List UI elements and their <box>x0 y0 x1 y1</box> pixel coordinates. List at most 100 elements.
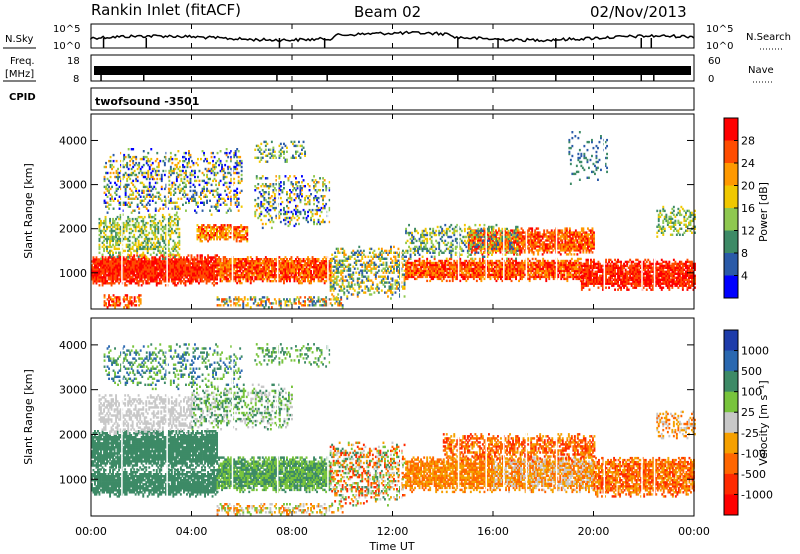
scatter-cell <box>178 218 180 220</box>
scatter-cell <box>178 248 180 250</box>
scatter-cell <box>342 276 344 278</box>
scatter-cell <box>373 250 375 252</box>
scatter-cell <box>102 254 104 256</box>
scatter-cell <box>132 218 134 220</box>
scatter-cell <box>592 227 594 229</box>
scatter-cell <box>419 258 421 260</box>
scatter-cell <box>446 280 448 282</box>
scatter-cell <box>162 236 164 238</box>
scatter-cell <box>343 291 345 293</box>
scatter-cell <box>434 258 436 260</box>
scatter-cell <box>566 227 568 229</box>
scatter-cell <box>163 216 165 218</box>
scatter-cell <box>345 276 347 278</box>
scatter-cell <box>404 260 406 262</box>
scatter-cell <box>367 276 369 278</box>
scatter-cell <box>386 258 388 260</box>
nave-tick-top: 60 <box>708 56 721 67</box>
freq-label-line2: [MHz] <box>5 69 34 80</box>
scatter-cell <box>355 272 357 274</box>
scatter-cell <box>533 251 535 253</box>
scatter-cell <box>178 232 180 234</box>
scatter-cell <box>367 256 369 258</box>
scatter-cell <box>352 278 354 280</box>
scatter-cell <box>147 222 149 224</box>
scatter-cell <box>216 254 218 256</box>
scatter-cell <box>345 254 347 256</box>
scatter-cell <box>343 285 345 287</box>
scatter-cell <box>174 256 176 258</box>
freq-band <box>94 66 691 75</box>
scatter-cell <box>145 226 147 228</box>
scatter-cell <box>162 258 164 260</box>
scatter-cell <box>141 236 143 238</box>
scatter-cell <box>129 240 131 242</box>
scatter-cell <box>157 226 159 228</box>
scatter-cell <box>201 254 203 256</box>
scatter-cell <box>197 254 199 256</box>
scatter-cell <box>145 230 147 232</box>
nsearch-tick-bottom: 10^0 <box>706 41 733 52</box>
scatter-cell <box>112 252 114 254</box>
scatter-cell <box>129 236 131 238</box>
scatter-cell <box>188 254 190 256</box>
scatter-cell <box>346 295 348 297</box>
scatter-cell <box>178 240 180 242</box>
scatter-cell <box>381 248 383 250</box>
scatter-cell <box>580 262 582 264</box>
scatter-cell <box>363 281 365 283</box>
scatter-cell <box>331 254 333 256</box>
scatter-cell <box>154 214 156 216</box>
scatter-cell <box>358 278 360 280</box>
scatter-cell <box>404 295 406 297</box>
nsky-tick-bottom: 10^0 <box>53 41 80 52</box>
scatter-cell <box>337 293 339 295</box>
scatter-cell <box>168 248 170 250</box>
scatter-cell <box>450 258 452 260</box>
scatter-cell <box>132 230 134 232</box>
scatter-cell <box>159 242 161 244</box>
scatter-cell <box>582 227 584 229</box>
scatter-cell <box>392 291 394 293</box>
scatter-cell <box>395 256 397 258</box>
scatter-cell <box>532 258 534 260</box>
scatter-cell <box>570 253 572 255</box>
scatter-cell <box>372 287 374 289</box>
scatter-cell <box>426 258 428 260</box>
scatter-cell <box>336 256 338 258</box>
scatter-cell <box>348 281 350 283</box>
scatter-cell <box>216 282 218 284</box>
scatter-cell <box>354 283 356 285</box>
scatter-cell <box>392 278 394 280</box>
scatter-cell <box>171 228 173 230</box>
scatter-cell <box>156 254 158 256</box>
scatter-cell <box>474 258 476 260</box>
beam-title: Beam 02 <box>354 3 421 21</box>
scatter-cell <box>387 276 389 278</box>
scatter-cell <box>358 246 360 248</box>
scatter-cell <box>354 268 356 270</box>
scatter-cell <box>138 222 140 224</box>
scatter-cell <box>148 232 150 234</box>
scatter-cell <box>118 248 120 250</box>
scatter-cell <box>593 231 595 233</box>
scatter-cell <box>224 224 226 226</box>
scatter-cell <box>337 276 339 278</box>
scatter-cell <box>373 291 375 293</box>
scatter-cell <box>129 244 131 246</box>
scatter-blob <box>217 256 332 284</box>
scatter-cell <box>364 291 366 293</box>
scatter-cell <box>343 250 345 252</box>
scatter-cell <box>337 248 339 250</box>
scatter-cell <box>378 287 380 289</box>
scatter-cell <box>511 280 513 282</box>
scatter-cell <box>310 270 312 272</box>
scatter-cell <box>459 280 461 282</box>
scatter-cell <box>175 232 177 234</box>
scatter-cell <box>109 218 111 220</box>
scatter-cell <box>129 224 131 226</box>
scatter-cell <box>459 258 461 260</box>
scatter-cell <box>364 256 366 258</box>
scatter-cell <box>498 227 500 229</box>
